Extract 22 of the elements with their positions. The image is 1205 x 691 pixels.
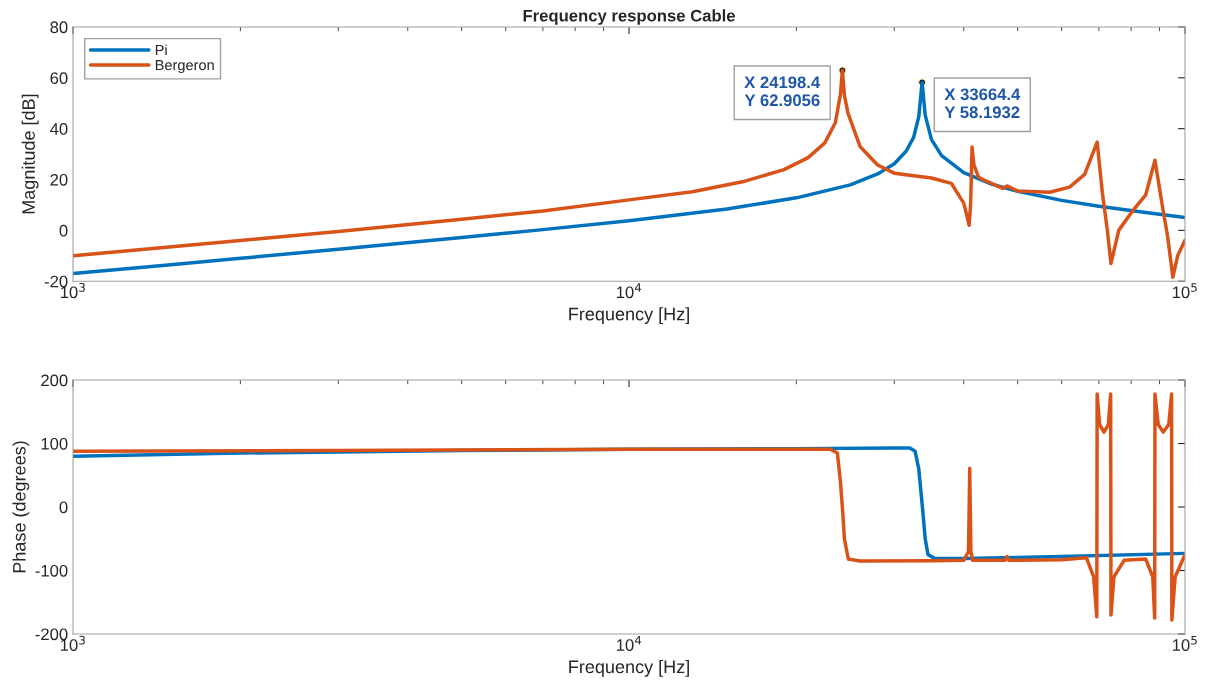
annotation: X 33664.4 Y 58.1932 — [944, 88, 1021, 119]
chart-title: Frequency response Cable — [523, 9, 735, 25]
x-axis-title: Frequency [Hz] — [569, 659, 689, 677]
x-tick-label: 10$^{5}$ — [1172, 283, 1197, 299]
y-tick-label: 200 — [41, 374, 68, 387]
x-tick-label: 10$^{5}$ — [1172, 635, 1197, 651]
y-tick-label: 0 — [59, 224, 68, 237]
legend-label: Bergeron — [155, 60, 214, 74]
annotation: X 24198.4 Y 62.9056 — [744, 76, 821, 107]
y-tick-label: 100 — [41, 437, 68, 450]
y-tick-label: 0 — [59, 501, 68, 514]
x-axis-title: Frequency [Hz] — [569, 307, 689, 325]
y-tick-label: 60 — [50, 72, 68, 85]
y-tick-label: 40 — [50, 123, 68, 135]
x-tick-label: 10$^{4}$ — [616, 283, 642, 299]
y-tick-label: -100 — [35, 564, 68, 577]
y-tick-label: 20 — [50, 173, 68, 186]
y-axis-title: Phase (degrees) — [12, 441, 30, 573]
legend-label: Pi — [155, 44, 167, 56]
y-axis-title: Magnitude [dB] — [21, 94, 39, 214]
y-tick-label: 80 — [50, 21, 68, 34]
x-tick-label: 10$^{4}$ — [616, 635, 642, 651]
